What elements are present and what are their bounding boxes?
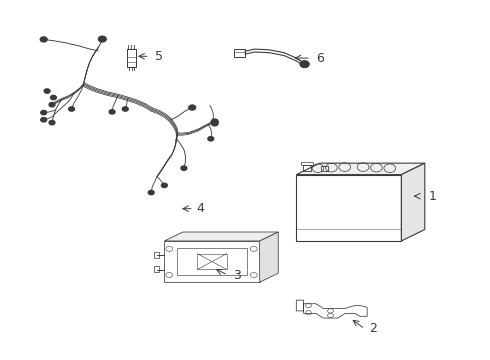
Circle shape <box>50 95 56 100</box>
Polygon shape <box>260 232 278 282</box>
Circle shape <box>161 183 167 188</box>
Polygon shape <box>296 300 367 318</box>
Circle shape <box>181 166 187 170</box>
Bar <box>127 49 136 67</box>
Circle shape <box>122 107 128 111</box>
Bar <box>321 166 328 171</box>
Polygon shape <box>164 241 260 282</box>
Bar <box>234 49 245 57</box>
Text: 3: 3 <box>233 269 241 282</box>
Circle shape <box>41 111 47 115</box>
Circle shape <box>40 37 47 42</box>
Polygon shape <box>296 175 401 241</box>
Text: 4: 4 <box>196 202 204 215</box>
Circle shape <box>300 61 309 67</box>
Circle shape <box>109 110 115 114</box>
Circle shape <box>211 121 218 126</box>
Circle shape <box>69 107 74 111</box>
Text: 2: 2 <box>369 322 377 335</box>
Circle shape <box>211 119 218 124</box>
Polygon shape <box>164 232 278 241</box>
Circle shape <box>189 105 196 110</box>
Bar <box>176 248 247 275</box>
Circle shape <box>49 121 55 125</box>
Text: 5: 5 <box>155 50 163 63</box>
Circle shape <box>98 36 106 42</box>
Polygon shape <box>296 163 425 175</box>
Bar <box>303 165 311 171</box>
Text: 6: 6 <box>316 51 324 64</box>
Circle shape <box>41 118 47 122</box>
Bar <box>197 254 227 270</box>
Circle shape <box>44 89 50 93</box>
Polygon shape <box>401 163 425 241</box>
Circle shape <box>208 136 214 141</box>
Text: 1: 1 <box>428 190 436 203</box>
Bar <box>154 252 159 258</box>
Bar <box>301 162 313 165</box>
Circle shape <box>148 190 154 195</box>
Bar <box>154 266 159 272</box>
Circle shape <box>49 103 55 107</box>
